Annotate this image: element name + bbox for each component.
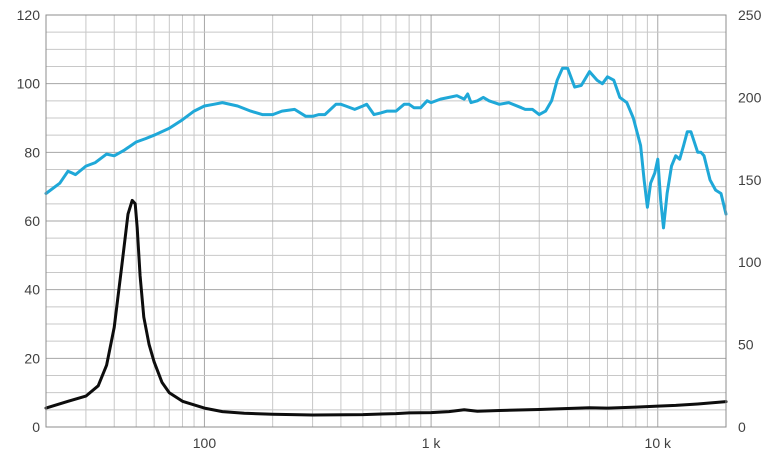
series-line-blue [44,66,728,230]
y2-tick-label: 50 [738,337,754,353]
y2-tick-label: 200 [738,89,762,105]
chart-series [44,66,728,417]
left-axis-ticks: 0 20 40 60 80 100 120 [17,7,41,435]
y-tick-label: 100 [17,76,41,92]
chart-grid [46,15,726,427]
y-tick-label: 80 [24,144,40,160]
y2-tick-label: 0 [738,419,746,435]
series-line-black [44,198,728,417]
x-axis-ticks: 100 1 k 10 k [193,435,672,451]
y2-tick-label: 250 [738,7,762,23]
y-tick-label: 120 [17,7,41,23]
y-tick-label: 40 [24,282,40,298]
y2-tick-label: 100 [738,254,762,270]
x-tick-label: 10 k [645,435,672,451]
x-tick-label: 1 k [422,435,442,451]
y2-tick-label: 150 [738,172,762,188]
plot-frame [45,14,727,428]
y-tick-label: 0 [32,419,40,435]
right-axis-ticks: 0 50 100 150 200 250 [738,7,762,435]
y-tick-label: 60 [24,213,40,229]
y-tick-label: 20 [24,350,40,366]
x-tick-label: 100 [193,435,217,451]
